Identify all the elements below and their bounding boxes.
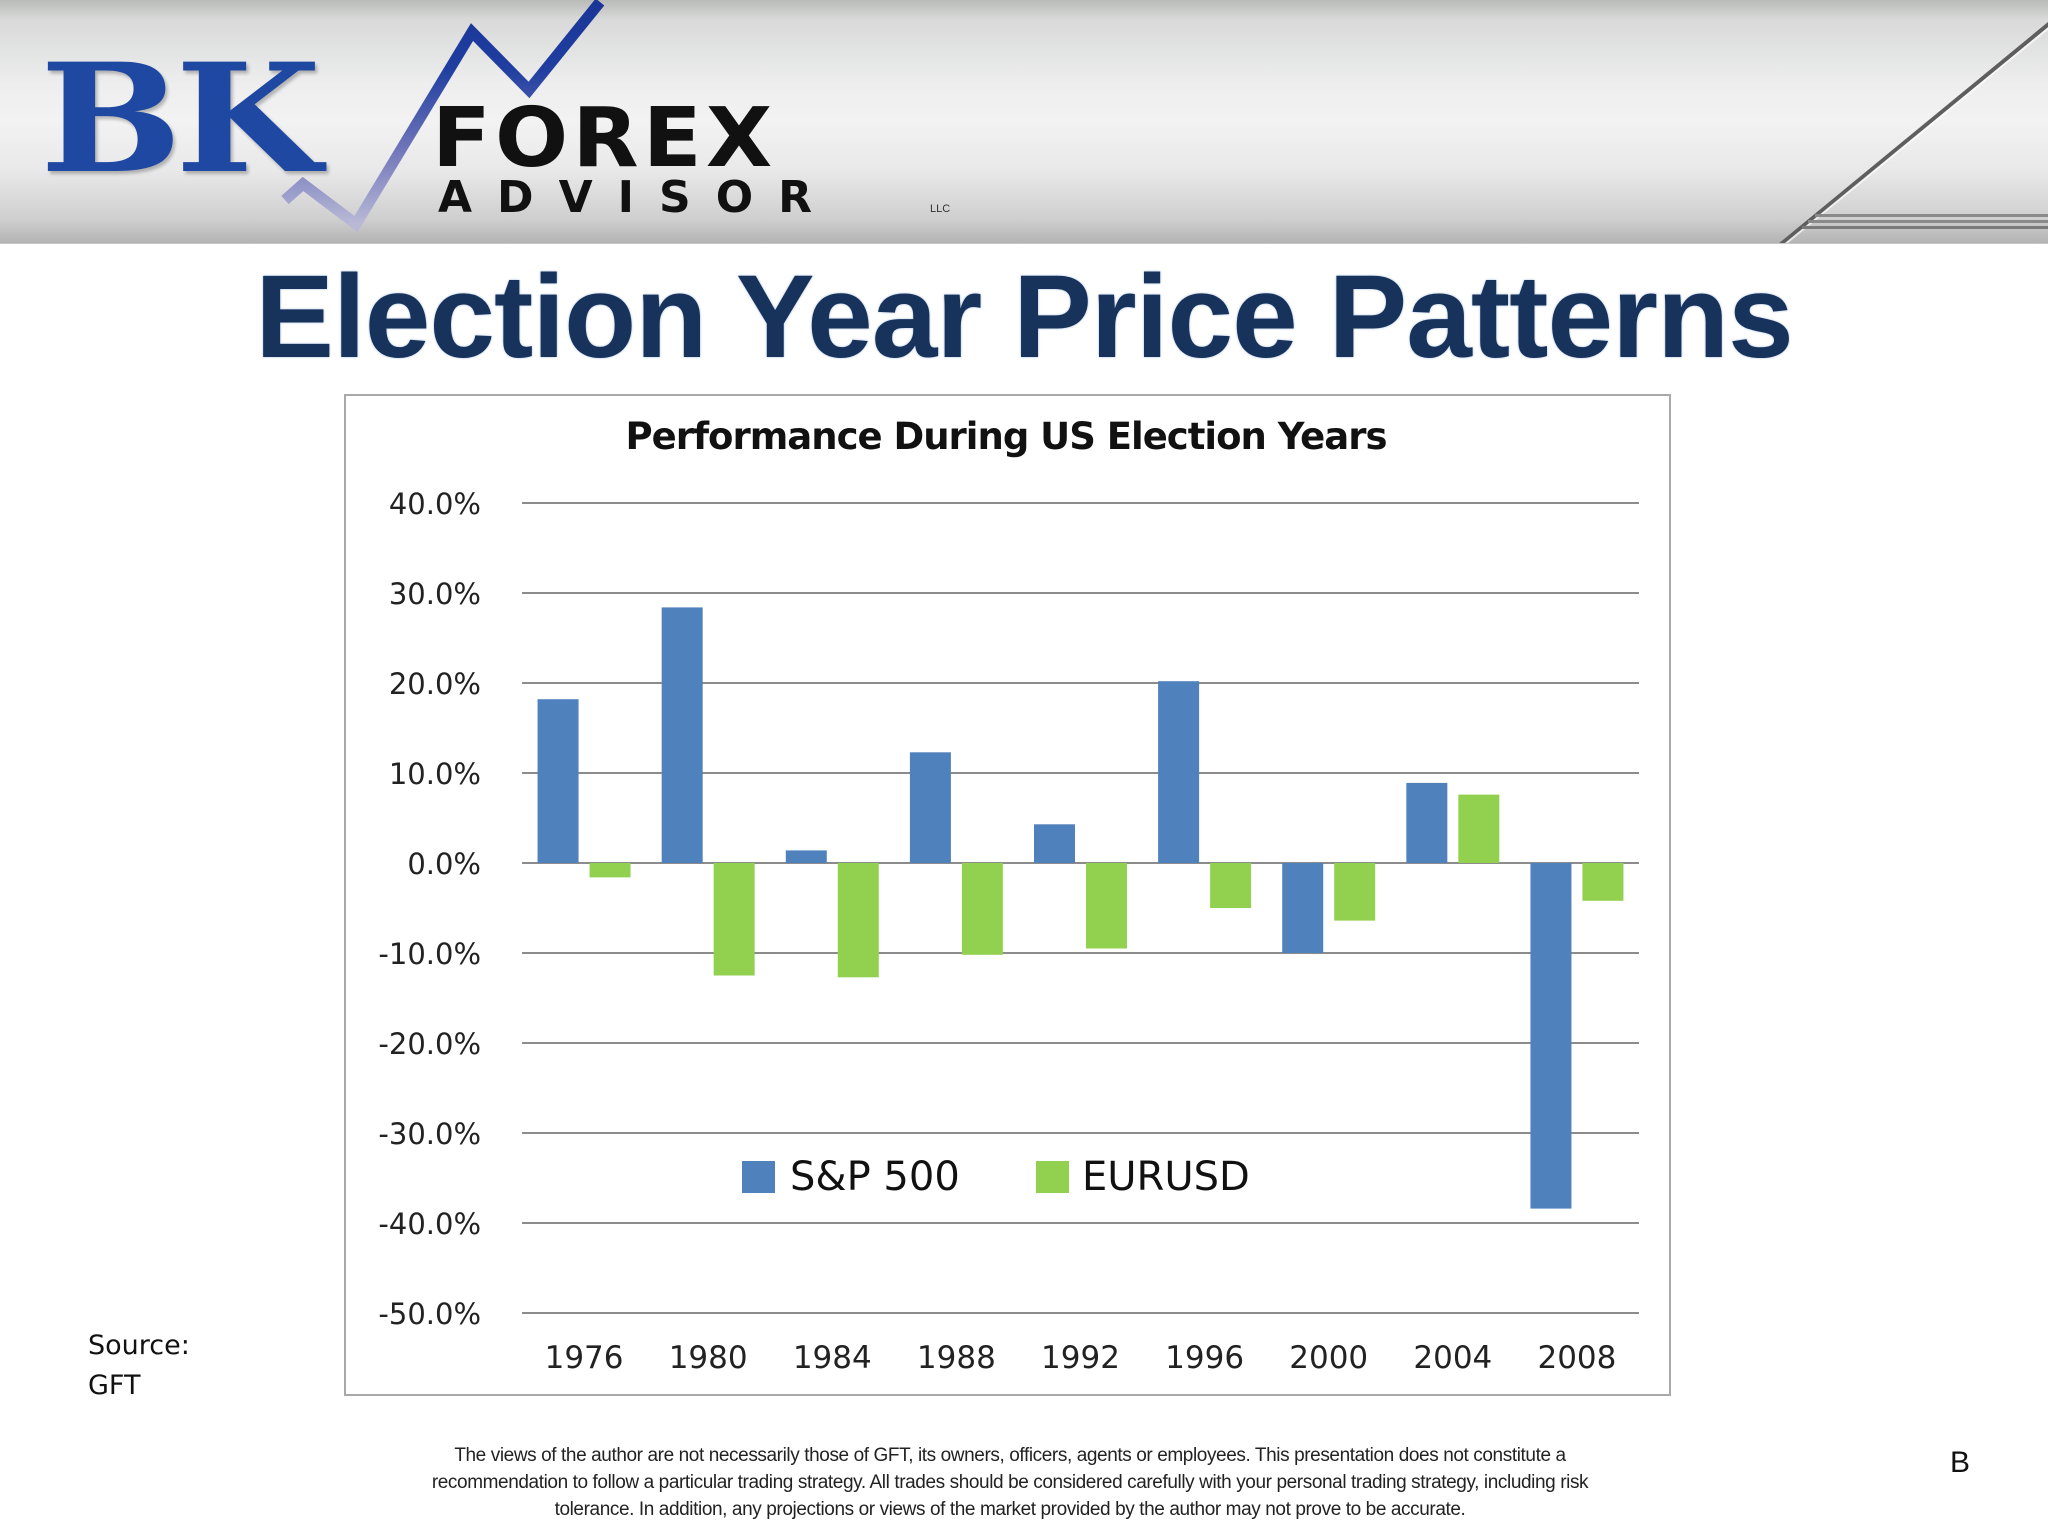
logo-graphics — [281, 0, 2048, 243]
y-tick-label: -40.0% — [378, 1207, 481, 1241]
bar-eurusd-1988 — [961, 863, 1003, 955]
y-tick-label: 30.0% — [389, 577, 481, 611]
chart-frame — [344, 394, 1671, 1396]
source-label: Source: — [88, 1330, 190, 1361]
y-tick-label: 20.0% — [389, 667, 481, 701]
legend-label: S&P 500 — [790, 1154, 960, 1200]
bar-s-p-500-1996 — [1158, 681, 1200, 863]
bar-s-p-500-1984 — [785, 850, 827, 863]
source-note: Source: GFT — [88, 1326, 190, 1406]
bar-s-p-500-1992 — [1034, 824, 1075, 863]
disclaimer-line: recommendation to follow a particular tr… — [431, 1472, 1589, 1493]
x-tick-label: 1996 — [1165, 1340, 1244, 1376]
slide-mark: B — [1950, 1446, 1971, 1479]
banner-diagonal-line — [1779, 21, 2048, 243]
x-tick-label: 2000 — [1289, 1340, 1368, 1376]
x-tick-label: 1984 — [793, 1340, 872, 1376]
bar-s-p-500-1988 — [909, 752, 951, 863]
bar-eurusd-2000 — [1334, 863, 1376, 921]
bar-s-p-500-2000 — [1282, 863, 1324, 953]
bar-s-p-500-1980 — [661, 607, 703, 863]
bar-eurusd-1996 — [1210, 863, 1252, 908]
disclaimer: The views of the author are not necessar… — [300, 1442, 1720, 1523]
y-tick-label: 10.0% — [389, 757, 481, 791]
logo-llc-text: LLC — [930, 203, 951, 215]
bar-s-p-500-1976 — [537, 699, 579, 863]
bar-s-p-500-2008 — [1530, 863, 1572, 1209]
y-tick-label: -20.0% — [378, 1027, 481, 1061]
y-tick-label: 0.0% — [407, 847, 481, 881]
bar-eurusd-1980 — [713, 863, 755, 976]
y-tick-label: -10.0% — [378, 937, 481, 971]
x-tick-label: 1992 — [1041, 1340, 1120, 1376]
legend-label: EURUSD — [1082, 1154, 1250, 1200]
bar-eurusd-1992 — [1086, 863, 1127, 949]
legend-swatch-icon — [1036, 1161, 1069, 1193]
page-title: Election Year Price Patterns — [255, 251, 1793, 383]
x-tick-label: 1988 — [917, 1340, 996, 1376]
chart-zigzag-icon — [281, 0, 605, 233]
disclaimer-line: The views of the author are not necessar… — [454, 1445, 1566, 1466]
logo-forex-text: FOREX — [432, 91, 777, 186]
legend-swatch-icon — [742, 1161, 775, 1193]
x-tick-label: 2008 — [1537, 1340, 1616, 1376]
disclaimer-line: tolerance. In addition, any projections … — [554, 1499, 1466, 1520]
source-value: GFT — [88, 1370, 141, 1401]
bar-eurusd-1984 — [837, 863, 879, 978]
x-tick-label: 1980 — [669, 1340, 748, 1376]
y-tick-label: -50.0% — [378, 1297, 481, 1331]
chart-title: Performance During US Election Years — [625, 415, 1388, 458]
y-tick-label: 40.0% — [389, 487, 481, 521]
bar-eurusd-1976 — [589, 863, 631, 878]
bar-s-p-500-2004 — [1406, 782, 1448, 863]
logo-advisor-text: ADVISOR — [438, 172, 837, 223]
x-tick-label: 2004 — [1413, 1340, 1492, 1376]
bar-eurusd-2004 — [1458, 794, 1500, 863]
bar-eurusd-2008 — [1582, 863, 1624, 901]
y-tick-label: -30.0% — [378, 1117, 481, 1151]
x-tick-label: 1976 — [545, 1340, 624, 1376]
logo-bk-text: BK — [40, 31, 321, 207]
header-banner: BK FOREX ADVISOR LLC — [0, 0, 2048, 244]
